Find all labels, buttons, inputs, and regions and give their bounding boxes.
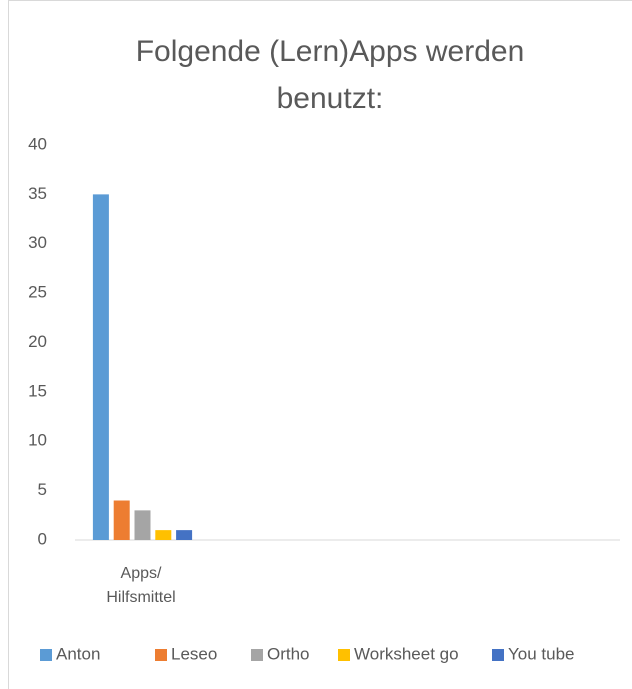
chart-title: Folgende (Lern)Apps werden benutzt:	[135, 35, 525, 115]
bar	[134, 510, 151, 540]
x-tick-label: Apps/ Hilfsmittel	[106, 565, 176, 606]
y-tick-label: 20	[28, 332, 47, 351]
legend-swatch	[40, 649, 52, 661]
y-tick-label: 40	[28, 134, 47, 153]
y-tick-label: 35	[28, 184, 47, 203]
y-tick-label: 25	[28, 283, 47, 302]
bar	[176, 530, 193, 540]
legend-label: Worksheet go	[354, 644, 459, 663]
legend-label: Leseo	[171, 644, 217, 663]
y-tick-label: 10	[28, 431, 47, 450]
legend-label: Ortho	[267, 644, 310, 663]
y-tick-label: 15	[28, 381, 47, 400]
legend-label: Anton	[56, 644, 100, 663]
y-tick-label: 5	[38, 480, 47, 499]
y-tick-label: 0	[38, 529, 47, 548]
legend-swatch	[492, 649, 504, 661]
legend-swatch	[338, 649, 350, 661]
bar	[155, 530, 172, 540]
legend-label: You tube	[508, 644, 575, 663]
bar	[113, 500, 130, 540]
legend-swatch	[251, 649, 263, 661]
y-tick-label: 30	[28, 233, 47, 252]
bar	[92, 194, 109, 540]
legend-swatch	[155, 649, 167, 661]
chart-border	[8, 0, 632, 689]
